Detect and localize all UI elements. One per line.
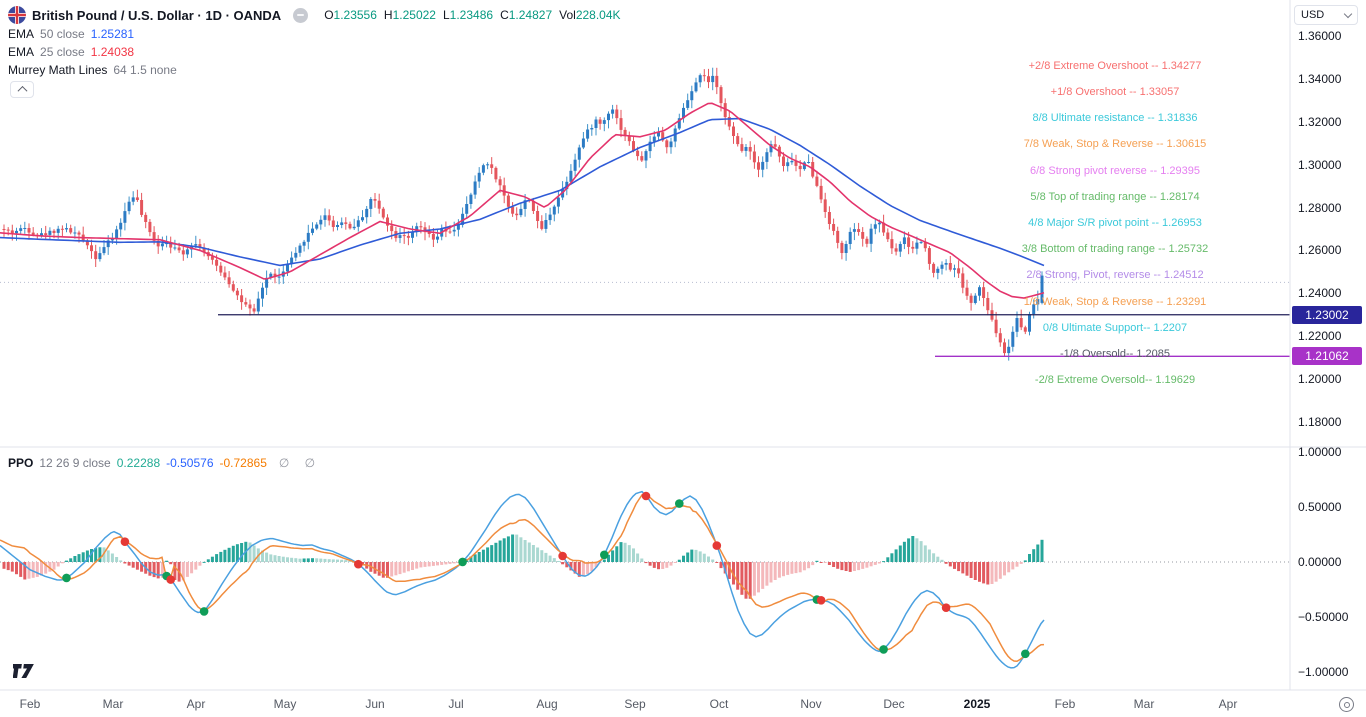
open-value: 1.23556 <box>333 8 377 22</box>
murrey-line-label: +1/8 Overshoot -- 1.33057 <box>1050 86 1180 99</box>
time-axis-label: Dec <box>883 697 905 711</box>
time-axis-label: Jun <box>365 697 385 711</box>
ppo-tick: 0.50000 <box>1298 500 1342 514</box>
price-badge: 1.21062 <box>1292 347 1362 366</box>
ppo-tick: −1.00000 <box>1298 665 1349 679</box>
price-tick: 1.24000 <box>1298 286 1342 301</box>
murrey-line-label: +2/8 Extreme Overshoot -- 1.34277 <box>1028 59 1202 72</box>
high-value: 1.25022 <box>392 8 436 22</box>
price-tick: 1.32000 <box>1298 114 1342 129</box>
ppo-tick: −0.50000 <box>1298 610 1349 624</box>
ppo-tick: 1.00000 <box>1298 445 1342 459</box>
price-badge: 1.23002 <box>1292 305 1362 324</box>
symbol-legend[interactable]: British Pound / U.S. Dollar · 1D · OANDA… <box>8 6 621 24</box>
chevron-up-icon <box>17 85 27 96</box>
ppo-line-value: -0.50576 <box>166 456 214 470</box>
candlestick-series <box>2 67 1044 361</box>
ppo-signal-value: -0.72865 <box>219 456 267 470</box>
price-tick: 1.18000 <box>1298 415 1342 429</box>
price-tick: 1.34000 <box>1298 71 1342 86</box>
ema25-line <box>0 102 1045 299</box>
currency-label: USD <box>1301 9 1325 21</box>
murrey-line-label: 6/8 Strong pivot reverse -- 1.29395 <box>1030 164 1200 177</box>
murrey-line-label: 2/8 Strong, Pivot, reverse -- 1.24512 <box>1026 269 1204 282</box>
indicator-legend-ppo[interactable]: PPO 12 26 9 close 0.22288 -0.50576 -0.72… <box>8 456 322 470</box>
ppo-hist-value: 0.22288 <box>116 456 161 470</box>
ema50-line <box>0 117 1045 267</box>
time-axis-label: Mar <box>102 697 124 711</box>
close-value: 1.24827 <box>508 8 553 22</box>
ppo-line <box>0 490 1045 669</box>
volume-value: 228.04K <box>575 8 621 22</box>
murrey-line-label: -1/8 Oversold-- 1.2085 <box>1059 347 1171 360</box>
source-toggle-icon[interactable] <box>293 7 309 23</box>
ppo-cross-markers <box>62 491 1030 659</box>
time-axis-label: Oct <box>709 697 729 711</box>
murrey-line-label: 7/8 Weak, Stop & Reverse -- 1.30615 <box>1023 138 1207 151</box>
murrey-line-label: 4/8 Major S/R pivot point -- 1.26953 <box>1028 217 1202 229</box>
price-tick: 1.28000 <box>1298 200 1342 215</box>
time-axis-label: Feb <box>19 697 41 711</box>
time-axis-label: Jul <box>448 697 464 711</box>
low-value: 1.23486 <box>449 8 494 22</box>
ppo-histogram <box>2 534 1044 599</box>
ohlc-values: O1.23556 H1.25022 L1.23486 C1.24827 Vol2… <box>324 8 621 22</box>
time-axis-label: Apr <box>186 697 206 711</box>
symbol-title[interactable]: British Pound / U.S. Dollar · 1D · OANDA <box>32 7 282 23</box>
murrey-line-label: 8/8 Ultimate resistance -- 1.31836 <box>1032 112 1198 125</box>
price-tick: 1.22000 <box>1298 329 1342 344</box>
time-axis-label: Mar <box>1133 697 1155 711</box>
axis-settings-icon[interactable] <box>1339 697 1354 712</box>
murrey-line-label: 0/8 Ultimate Support-- 1.2207 <box>1042 321 1188 334</box>
ppo-signal-line <box>0 494 1045 663</box>
currency-selector[interactable]: USD <box>1294 5 1358 25</box>
price-tick: 1.30000 <box>1298 157 1342 172</box>
ema50-value: 1.25281 <box>90 27 135 41</box>
chevron-down-icon <box>1343 9 1353 19</box>
murrey-line-label: -2/8 Extreme Oversold-- 1.19629 <box>1034 374 1196 387</box>
murrey-line-label: 5/8 Top of trading range -- 1.28174 <box>1030 190 1200 203</box>
price-tick: 1.36000 <box>1298 29 1342 43</box>
time-axis-label: Feb <box>1054 697 1076 711</box>
ppo-tick: 0.00000 <box>1298 555 1342 569</box>
murrey-line-label: 3/8 Bottom of trading range -- 1.25732 <box>1021 243 1209 256</box>
price-tick: 1.26000 <box>1298 243 1342 258</box>
time-axis-label: Apr <box>1218 697 1238 711</box>
time-axis-label: 2025 <box>963 697 991 711</box>
time-axis-label: May <box>273 697 297 711</box>
collapse-indicators-button[interactable] <box>10 81 34 98</box>
indicator-legend-ema50[interactable]: EMA 50 close 1.25281 <box>8 27 135 41</box>
ppo-disabled-outputs-icon: ∅ ∅ <box>278 456 322 470</box>
price-tick: 1.20000 <box>1298 372 1342 387</box>
murrey-line-label: 1/8 Weak, Stop & Reverse -- 1.23291 <box>1023 295 1207 308</box>
time-axis-label: Sep <box>624 697 646 711</box>
symbol-pair-icon <box>8 6 26 24</box>
tradingview-logo-icon[interactable] <box>13 663 39 679</box>
indicator-legend-murrey[interactable]: Murrey Math Lines 64 1.5 none <box>8 63 177 77</box>
indicator-legend-ema25[interactable]: EMA 25 close 1.24038 <box>8 45 135 59</box>
time-axis-label: Aug <box>536 697 558 711</box>
time-axis-label: Nov <box>800 697 822 711</box>
ema25-value: 1.24038 <box>90 45 135 59</box>
